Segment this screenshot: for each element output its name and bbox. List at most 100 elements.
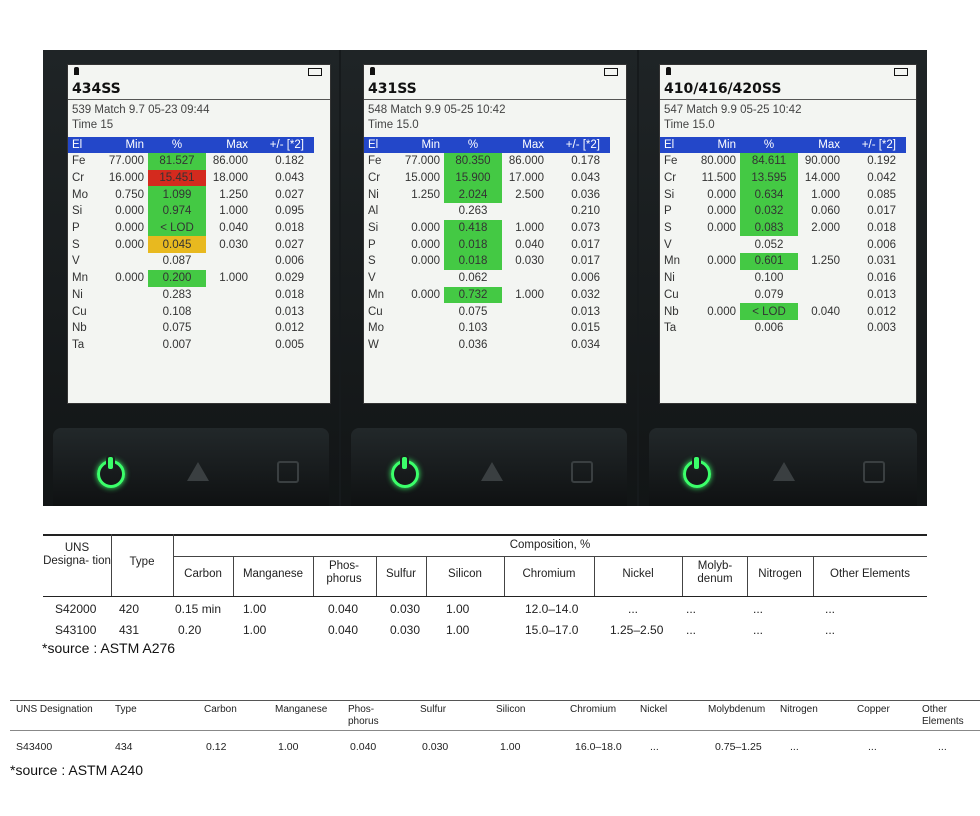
cell: 0.040 xyxy=(328,602,359,616)
cell-err: 0.027 xyxy=(275,238,304,251)
cell-max: 0.040 xyxy=(219,222,248,235)
cell-pct: 0.045 xyxy=(148,236,206,254)
cell: ... xyxy=(753,602,764,616)
cell-min: 0.000 xyxy=(707,188,736,201)
col-silicon: Silicon xyxy=(448,568,482,580)
cell-min: 0.000 xyxy=(411,288,440,301)
table-row: Si 0.000 0.634 1.000 0.085 xyxy=(660,186,906,204)
cell: 0.20 xyxy=(178,623,202,637)
cell-el: Nb xyxy=(72,322,87,335)
table-row: Cu 0.075 0.013 xyxy=(364,303,610,320)
cell-max: 1.250 xyxy=(811,255,840,268)
square-icon xyxy=(277,461,299,483)
warning-icon xyxy=(187,462,209,481)
cell-max xyxy=(502,203,548,220)
cell-min: 0.000 xyxy=(707,255,736,268)
alloy-name: 431SS xyxy=(364,77,626,100)
cell-el: Mo xyxy=(368,322,384,335)
cell-pct: 0.108 xyxy=(162,305,192,318)
table-row: S 0.000 0.018 0.030 0.017 xyxy=(364,253,610,270)
cell-min xyxy=(398,303,444,320)
power-icon[interactable] xyxy=(683,457,711,488)
cell-max: 17.000 xyxy=(508,172,544,185)
cell: ... xyxy=(628,602,639,616)
cell-err: 0.016 xyxy=(867,272,896,285)
cell-min xyxy=(398,337,444,354)
table-row: V 0.087 0.006 xyxy=(68,253,314,270)
cell-max: 1.000 xyxy=(515,288,544,301)
cell-el: P xyxy=(368,238,376,251)
column-header: El xyxy=(660,137,694,153)
table-row: Cu 0.108 0.013 xyxy=(68,303,314,320)
cell-err: 0.210 xyxy=(571,205,600,218)
cell-max: 0.060 xyxy=(811,205,840,218)
table-row: V 0.052 0.006 xyxy=(660,236,906,253)
cell-max xyxy=(206,337,252,354)
results-table: El Min% Max +/- [*2] Fe 77.000 81.527 86.000 0.1… xyxy=(68,137,314,353)
analyzer-panel-1: 434SS 539 Match 9.7 05-23 09:44 Time 15 … xyxy=(43,50,339,506)
cell-max xyxy=(798,270,844,287)
cell-err: 0.017 xyxy=(571,238,600,251)
cell-err: 0.073 xyxy=(571,222,600,235)
cell-pct: 15.900 xyxy=(444,169,502,187)
power-icon[interactable] xyxy=(97,457,125,488)
analyzer-screen-3: 410/416/420SS 547 Match 9.9 05-25 10:42 … xyxy=(659,64,917,404)
cell-min xyxy=(694,287,740,304)
cell-max: 1.250 xyxy=(219,188,248,201)
cell-el: S xyxy=(664,222,672,235)
cell-el: Cr xyxy=(664,172,677,185)
cell: S43400 xyxy=(16,741,53,753)
power-icon[interactable] xyxy=(391,457,419,488)
cell-max: 1.000 xyxy=(811,188,840,201)
cell-err: 0.027 xyxy=(275,188,304,201)
column-header: +/- [*2] xyxy=(252,137,314,153)
cell-pct: 0.075 xyxy=(162,322,192,335)
cell-err: 0.013 xyxy=(275,305,304,318)
table-row: Cr 11.500 13.595 14.000 0.042 xyxy=(660,169,906,187)
cell-max: 86.000 xyxy=(508,155,544,168)
battery-icon xyxy=(894,68,908,76)
cell: ... xyxy=(825,602,836,616)
cell-min xyxy=(398,320,444,337)
table-row: Al 0.263 0.210 xyxy=(364,203,610,220)
table-row: Si 0.000 0.974 1.000 0.095 xyxy=(68,203,314,220)
cell-min: 0.000 xyxy=(411,238,440,251)
cell-err: 0.182 xyxy=(275,155,304,168)
table-row: Ta 0.006 0.003 xyxy=(660,320,906,337)
cell-err: 0.085 xyxy=(867,188,896,201)
cell: S43100 xyxy=(55,623,97,637)
cell: 1.00 xyxy=(278,741,299,753)
cell-err: 0.017 xyxy=(571,255,600,268)
cell-el: Al xyxy=(368,205,379,218)
cell-pct: 15.451 xyxy=(148,169,206,187)
cell-max xyxy=(206,287,252,304)
cell-err: 0.006 xyxy=(867,238,896,251)
cell-el: Nb xyxy=(664,305,679,318)
lock-icon xyxy=(370,67,375,75)
match-info: 547 Match 9.9 05-25 10:42 xyxy=(664,104,802,116)
warning-icon xyxy=(481,462,503,481)
cell-min: 0.000 xyxy=(115,205,144,218)
cell-el: Ta xyxy=(664,322,677,335)
cell-err: 0.012 xyxy=(275,322,304,335)
cell-pct: 0.079 xyxy=(754,288,784,301)
time-info: Time 15.0 xyxy=(368,119,419,131)
cell-max: 2.500 xyxy=(515,188,544,201)
cell: 420 xyxy=(119,602,140,616)
cell-pct: 1.099 xyxy=(148,186,206,204)
cell-pct: 0.418 xyxy=(444,219,502,237)
column-header: % xyxy=(740,137,798,153)
cell-el: S xyxy=(72,238,80,251)
col-other-elements: Other Elements xyxy=(922,704,964,727)
cell: ... xyxy=(790,741,799,753)
cell-max: 0.040 xyxy=(811,305,840,318)
cell-pct: 0.062 xyxy=(458,272,488,285)
cell-pct: 0.100 xyxy=(754,272,784,285)
square-icon xyxy=(571,461,593,483)
cell: 1.00 xyxy=(446,602,470,616)
column-header: Max xyxy=(798,137,844,153)
cell-pct: 0.087 xyxy=(162,255,192,268)
col-silicon: Silicon xyxy=(496,704,526,715)
cell-err: 0.029 xyxy=(275,272,304,285)
col-chromium: Chromium xyxy=(570,704,617,715)
